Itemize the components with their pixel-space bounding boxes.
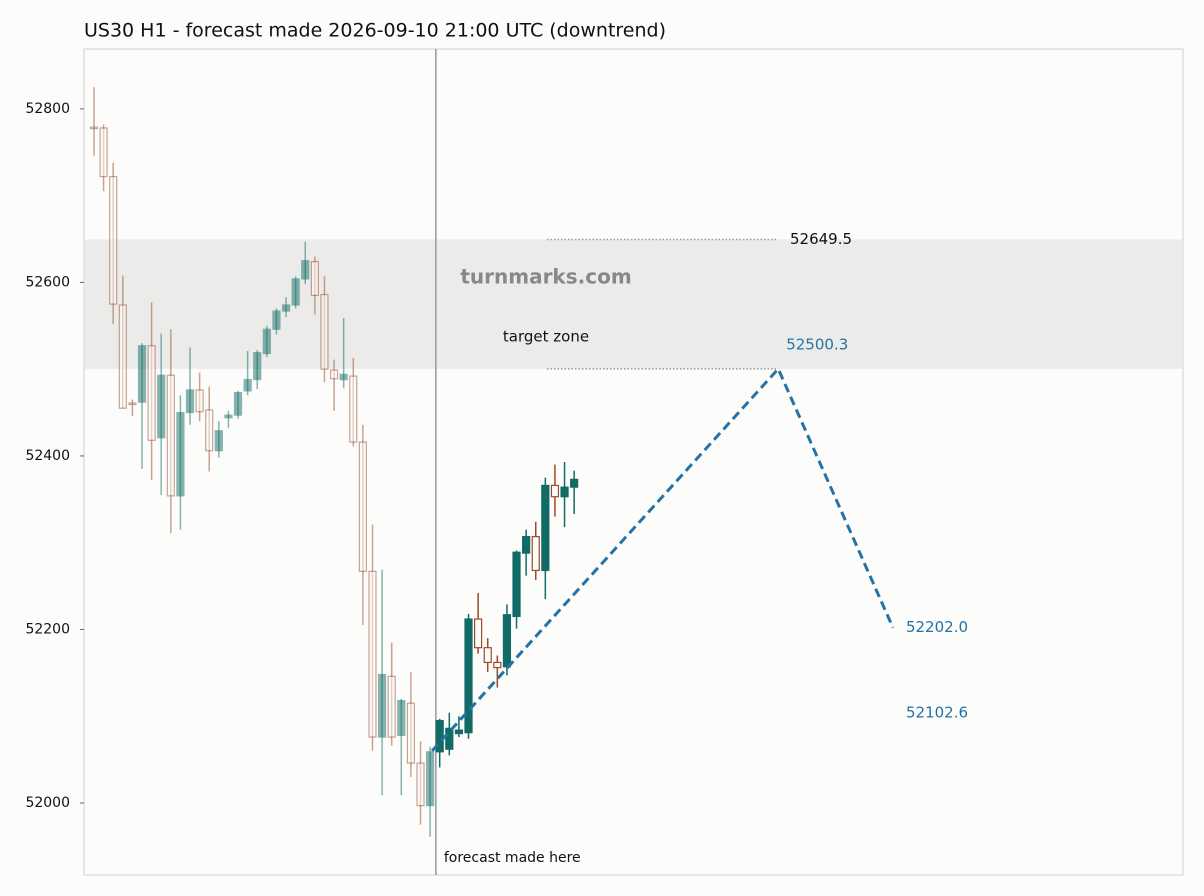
forecast-divider-label: forecast made here <box>444 850 581 866</box>
candle-body <box>483 647 492 664</box>
y-tick-label: 52600 <box>25 274 70 290</box>
candle-body <box>541 484 550 572</box>
y-tick-label: 52800 <box>25 101 70 117</box>
candle-body <box>358 441 367 572</box>
y-tick-label: 52000 <box>25 795 70 811</box>
candle-body <box>301 260 310 280</box>
candle-body <box>387 675 396 738</box>
candle-body <box>445 727 454 750</box>
extra-level-label: 52102.6 <box>906 704 968 722</box>
target-zone <box>85 239 1182 369</box>
y-tick-label: 52200 <box>25 621 70 637</box>
candle-body <box>291 278 300 306</box>
candle-body <box>435 719 444 753</box>
zone-top-label: 52649.5 <box>790 230 852 248</box>
candle-body <box>310 260 319 297</box>
candle-body <box>118 304 127 409</box>
candle-body <box>464 618 473 734</box>
candle-body <box>570 478 579 488</box>
candle-body <box>109 175 118 305</box>
candle-body <box>128 402 137 406</box>
candle-body <box>502 614 512 668</box>
candle-body <box>137 345 147 403</box>
candle-body <box>99 127 108 178</box>
candle-body <box>195 389 204 413</box>
chart-title: US30 H1 - forecast made 2026-09-10 21:00… <box>84 20 666 42</box>
candle-body <box>550 484 560 498</box>
candle-body <box>406 702 415 764</box>
candle-body <box>205 409 214 452</box>
plot-area <box>83 48 1184 876</box>
candle-body <box>272 310 281 330</box>
candle-body <box>157 374 166 439</box>
candle-body <box>329 369 339 380</box>
candle-body <box>233 391 243 416</box>
forecast-label: 52202.0 <box>906 618 968 636</box>
candle-body <box>253 352 262 381</box>
candle-body <box>176 411 185 497</box>
candle-body <box>454 729 464 735</box>
candle-body <box>493 661 502 669</box>
candle-body <box>262 328 271 355</box>
candle-body <box>377 673 387 738</box>
forecast-line <box>430 366 895 752</box>
candle-body <box>522 536 531 554</box>
candle-body <box>349 375 358 443</box>
candle-body <box>339 373 348 381</box>
candle-body <box>320 293 329 370</box>
candle-body <box>224 414 233 419</box>
candle-body <box>368 570 377 738</box>
candle-body <box>185 389 195 414</box>
y-tick-label: 52400 <box>25 448 70 464</box>
candle-body <box>474 618 483 649</box>
candle-body <box>214 430 223 452</box>
forecast-label: 52500.3 <box>786 335 848 353</box>
candle-body <box>560 486 569 498</box>
candle-body <box>89 126 99 130</box>
candle-body <box>166 374 175 497</box>
candle-body <box>243 378 252 392</box>
candle-body <box>512 551 521 618</box>
candle-body <box>147 345 156 441</box>
watermark: turnmarks.com <box>460 265 631 289</box>
candle-body <box>281 304 291 312</box>
candle-body <box>531 536 540 572</box>
candle-body <box>416 762 425 807</box>
zone-label: target zone <box>503 328 589 346</box>
candle-body <box>426 751 435 807</box>
candle-body <box>397 700 406 736</box>
